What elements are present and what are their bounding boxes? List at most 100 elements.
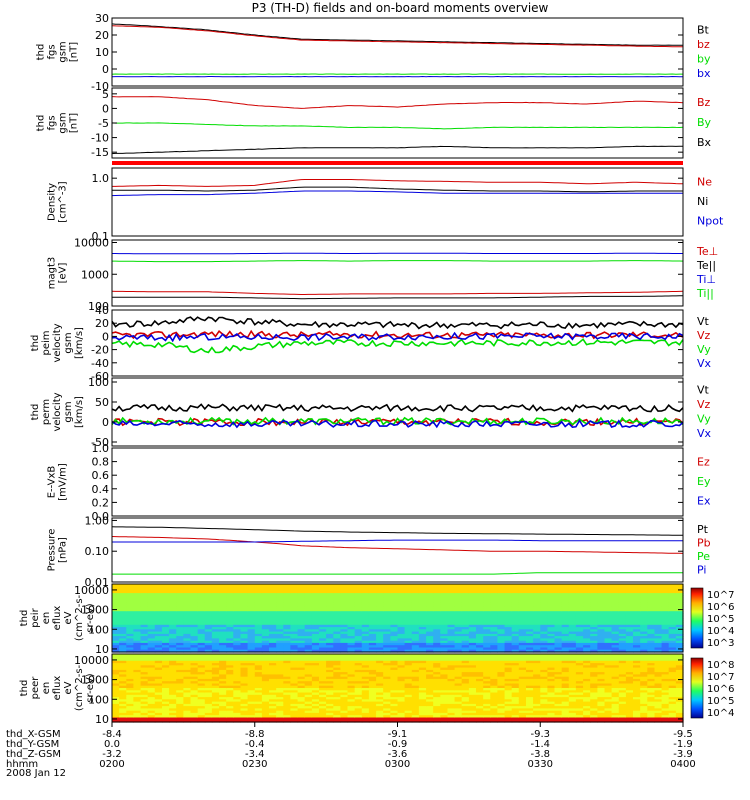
heatmap-cell — [261, 690, 270, 694]
heatmap-cell — [154, 597, 163, 601]
heatmap-cell — [490, 694, 498, 698]
heatmap-cell — [411, 633, 420, 637]
heatmap-cell — [204, 656, 213, 660]
heatmap-cell — [240, 697, 249, 700]
heatmap-cell — [526, 640, 534, 644]
heatmap-cell — [211, 656, 220, 660]
heatmap-cell — [611, 631, 620, 635]
heatmap-cell — [440, 712, 448, 716]
heatmap-cell — [518, 588, 527, 592]
heatmap-cell — [618, 615, 627, 619]
heatmap-cell — [333, 590, 341, 594]
heatmap-cell — [533, 622, 541, 626]
heatmap-cell — [640, 672, 648, 675]
heatmap-cell — [176, 618, 184, 621]
heatmap-cell — [297, 633, 306, 637]
heatmap-cell — [418, 622, 427, 626]
heatmap-cell — [511, 697, 520, 700]
heatmap-cell — [504, 710, 513, 714]
heatmap-cell — [311, 631, 320, 635]
heatmap-cell — [147, 642, 156, 646]
heatmap-cell — [640, 676, 648, 680]
heatmap-cell — [511, 597, 520, 601]
heatmap-cell — [269, 599, 277, 603]
heatmap-cell — [226, 604, 234, 608]
heatmap-cell — [340, 602, 349, 605]
heatmap-cell — [219, 699, 227, 703]
heatmap-cell — [597, 638, 606, 642]
heatmap-cell — [654, 694, 663, 698]
heatmap-cell — [140, 699, 149, 703]
heatmap-cell — [583, 706, 591, 709]
heatmap-cell — [468, 690, 477, 694]
heatmap-cell — [540, 624, 548, 628]
heatmap-cell — [675, 611, 684, 615]
heatmap-cell — [204, 593, 213, 596]
heatmap-cell — [269, 699, 277, 703]
heatmap-cell — [661, 615, 670, 619]
heatmap-cell — [133, 636, 142, 639]
series-line-Vx — [111, 419, 684, 429]
heatmap-cell — [640, 588, 648, 592]
heatmap-cell — [311, 588, 320, 592]
heatmap-cell — [126, 599, 134, 603]
heatmap-cell — [640, 674, 648, 678]
heatmap-cell — [625, 715, 634, 719]
heatmap-cell — [397, 669, 406, 673]
heatmap-cell — [418, 674, 427, 678]
heatmap-cell — [497, 613, 506, 617]
heatmap-cell — [640, 586, 648, 590]
heatmap-cell — [240, 645, 249, 649]
heatmap-cell — [347, 631, 356, 635]
heatmap-cell — [440, 660, 448, 664]
heatmap-cell — [461, 588, 470, 592]
heatmap-cell — [561, 624, 570, 628]
heatmap-cell — [183, 633, 192, 637]
heatmap-cell — [133, 692, 142, 696]
heatmap-cell — [354, 710, 363, 714]
heatmap-cell — [476, 669, 484, 673]
heatmap-cell — [668, 629, 677, 633]
heatmap-cell — [633, 699, 641, 703]
heatmap-cell — [226, 649, 234, 653]
heatmap-cell — [162, 608, 170, 612]
heatmap-cell — [276, 584, 284, 587]
heatmap-cell — [261, 604, 270, 608]
heatmap-cell — [504, 631, 513, 635]
heatmap-cell — [411, 690, 420, 694]
heatmap-cell — [575, 694, 584, 698]
heatmap-cell — [333, 676, 341, 680]
heatmap-cell — [590, 586, 598, 590]
heatmap-cell — [640, 640, 648, 644]
heatmap-cell — [511, 622, 520, 626]
heatmap-cell — [618, 595, 627, 599]
heatmap-cell — [590, 631, 598, 635]
heatmap-cell — [568, 584, 577, 587]
heatmap-cell — [226, 627, 234, 630]
heatmap-cell — [540, 604, 548, 608]
heatmap-cell — [533, 665, 541, 669]
heatmap-cell — [611, 606, 620, 610]
heatmap-cell — [597, 672, 606, 675]
heatmap-cell — [611, 636, 620, 639]
heatmap-cell — [169, 631, 177, 635]
heatmap-cell — [319, 615, 327, 619]
heatmap-cell — [390, 633, 399, 637]
heatmap-cell — [147, 678, 156, 682]
heatmap-cell — [433, 706, 441, 709]
heatmap-cell — [361, 638, 370, 642]
heatmap-cell — [119, 602, 127, 605]
heatmap-cell — [447, 694, 456, 698]
heatmap-cell — [518, 665, 527, 669]
heatmap-cell — [169, 708, 177, 712]
heatmap-cell — [633, 672, 641, 675]
heatmap-cell — [604, 699, 613, 703]
heatmap-cell — [276, 590, 284, 594]
heatmap-cell — [426, 593, 434, 596]
heatmap-cell — [368, 629, 377, 633]
heatmap-cell — [433, 615, 441, 619]
heatmap-cell — [668, 658, 677, 662]
heatmap-cell — [568, 715, 577, 719]
heatmap-cell — [526, 593, 534, 596]
heatmap-cell — [390, 622, 399, 626]
